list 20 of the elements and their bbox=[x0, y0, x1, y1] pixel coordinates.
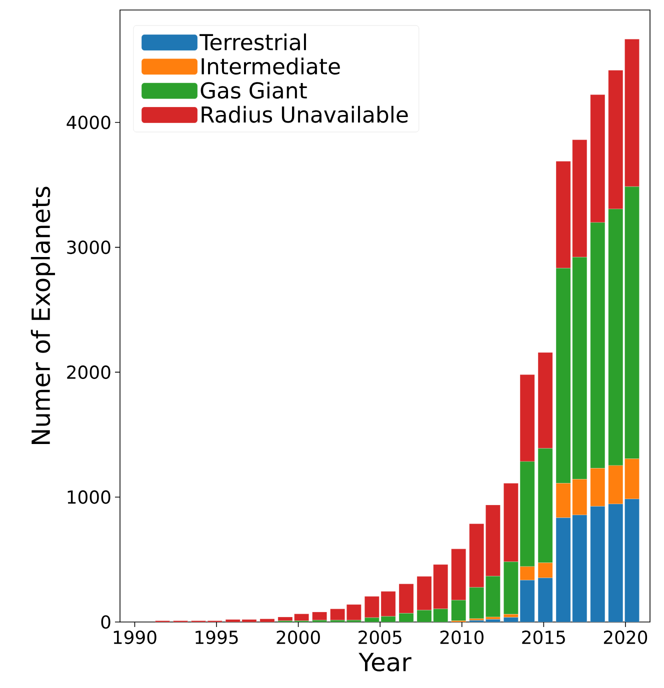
x-tick-label: 2005 bbox=[358, 630, 402, 644]
legend-label: Intermediate bbox=[202, 58, 340, 75]
bar bbox=[260, 618, 275, 622]
x-tick-label: 2010 bbox=[440, 630, 484, 644]
x-axis-title: Year bbox=[358, 652, 412, 672]
y-tick-label: 0 bbox=[101, 615, 110, 629]
x-tick-label: 2015 bbox=[522, 630, 565, 644]
y-tick-label: 2000 bbox=[67, 365, 110, 379]
legend-label: Gas Giant bbox=[200, 82, 307, 99]
legend-label: Terrestrial bbox=[200, 33, 306, 50]
y-axis-title: Numer of Exoplanets bbox=[30, 186, 56, 444]
bar bbox=[312, 612, 327, 620]
x-tick-label: 1995 bbox=[196, 630, 238, 644]
y-tick-label: 1000 bbox=[68, 490, 110, 504]
x-tick-label: 1990 bbox=[114, 630, 156, 644]
y-tick-label: 4000 bbox=[66, 116, 110, 130]
legend-label: Radius Unavailable bbox=[202, 106, 408, 123]
y-tick-label: 3000 bbox=[67, 240, 110, 254]
x-tick-label: 2000 bbox=[276, 630, 320, 644]
x-tick-label: 2020 bbox=[604, 630, 648, 644]
